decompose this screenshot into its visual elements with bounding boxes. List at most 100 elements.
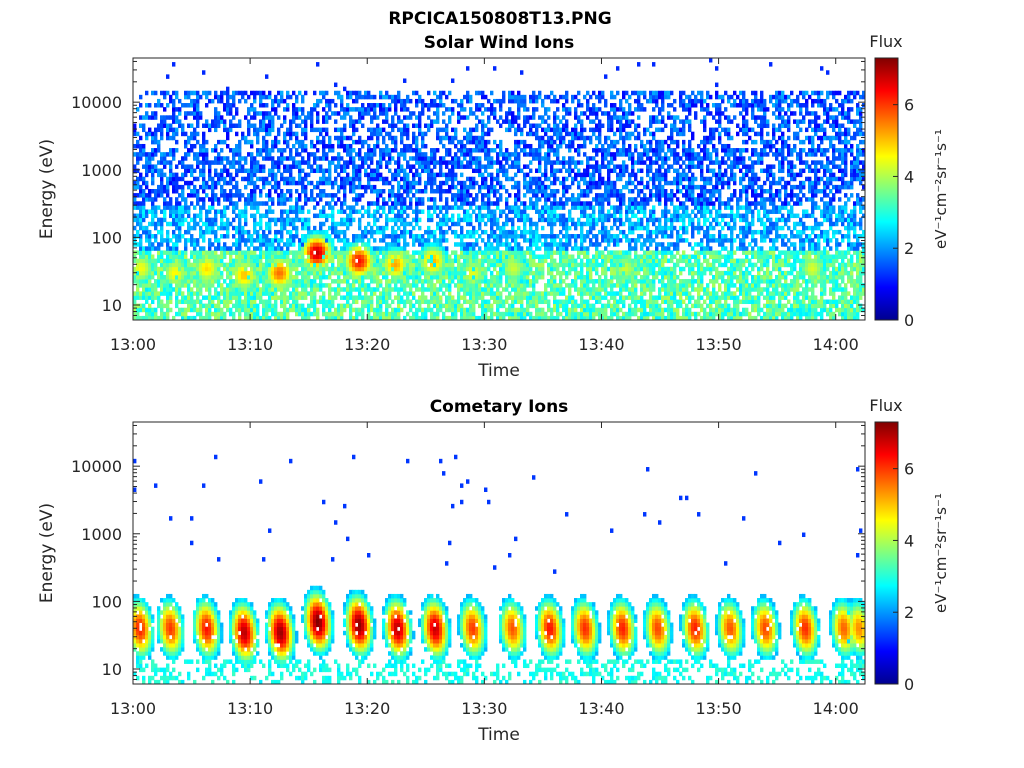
heatmap-cell [403,107,407,112]
heatmap-cell [427,238,431,243]
heatmap-cell [478,135,482,141]
heatmap-cell [511,184,515,190]
heatmap-cell [304,160,308,165]
heatmap-cell [148,103,152,108]
heatmap-cell [334,254,338,259]
heatmap-cell [352,266,356,272]
heatmap-cell [508,234,512,239]
heatmap-cell [214,213,218,219]
heatmap-cell [169,209,173,214]
heatmap-cell [331,258,335,264]
heatmap-cell [208,311,212,317]
heatmap-cell [493,229,497,235]
heatmap-cell [172,131,176,137]
heatmap-cell [340,143,344,149]
heatmap-cell [469,135,473,141]
heatmap-cell [268,266,272,272]
heatmap-cell [490,234,494,239]
heatmap-cell [292,287,296,292]
heatmap-cell [244,270,248,276]
heatmap-cell [307,209,311,214]
heatmap-cell [448,303,452,309]
heatmap-cell [331,242,335,247]
heatmap-cell [136,295,140,300]
heatmap-cell [232,103,236,108]
heatmap-cell [139,176,143,182]
heatmap-cell [166,123,170,128]
heatmap-cell [193,242,197,247]
heatmap-cell [379,189,383,194]
heatmap-cell [451,266,455,272]
heatmap-cell [367,274,371,280]
heatmap-cell [379,176,383,182]
heatmap-cell [478,287,482,292]
heatmap-cell [517,250,521,255]
heatmap-cell [496,98,500,104]
heatmap-cell [409,262,413,268]
heatmap-cell [466,311,470,317]
heatmap-cell [526,119,530,124]
heatmap-cell [430,197,434,202]
heatmap-cell [169,262,173,268]
heatmap-cell [136,270,140,276]
heatmap-cell [304,172,308,178]
heatmap-cell [235,258,239,264]
heatmap-cell [334,225,338,231]
heatmap-cell [205,90,209,96]
heatmap-cell [280,148,284,153]
heatmap-cell [421,279,425,284]
heatmap-cell [307,250,311,255]
heatmap-cell [262,176,266,182]
heatmap-cell [286,221,290,227]
heatmap-cell [160,176,164,182]
heatmap-cell [193,225,197,231]
heatmap-cell [304,258,308,264]
heatmap-cell [352,131,356,137]
heatmap-cell [355,98,359,104]
heatmap-cell [184,315,188,321]
heatmap-cell [532,299,536,305]
heatmap-cell [289,221,293,227]
heatmap-cell [337,184,341,190]
heatmap-cell [364,274,368,280]
heatmap-cell [133,295,137,300]
heatmap-cell [226,274,230,280]
heatmap-cell [289,94,293,100]
heatmap-cell [220,217,224,223]
heatmap-cell [277,279,281,284]
heatmap-cell [259,258,263,264]
heatmap-cell [391,315,395,321]
heatmap-cell [346,221,350,227]
heatmap-cell [277,197,281,202]
heatmap-cell [517,258,521,264]
heatmap-cell [478,274,482,280]
heatmap-cell [496,238,500,243]
heatmap-cell [388,135,392,141]
heatmap-cell [364,107,368,112]
heatmap-cell [262,168,266,174]
heatmap-cell [520,279,524,284]
heatmap-cell [259,123,263,128]
heatmap-cell [391,156,395,161]
heatmap-cell [172,98,176,104]
heatmap-cell [400,209,404,214]
heatmap-cell [358,246,362,251]
heatmap-cell [427,180,431,186]
heatmap-cell [463,291,467,296]
heatmap-cell [226,246,230,251]
heatmap-cell [178,307,182,313]
heatmap-cell [175,205,179,210]
heatmap-cell [247,176,251,182]
heatmap-cell [214,254,218,259]
heatmap-cell [262,242,266,247]
heatmap-cell [496,143,500,149]
heatmap-cell [226,131,230,137]
heatmap-cell [151,315,155,321]
heatmap-cell [415,238,419,243]
heatmap-cell [373,127,377,133]
heatmap-cell [148,238,152,243]
heatmap-cell [166,315,170,321]
heatmap-cell [283,180,287,186]
heatmap-cell [223,189,227,194]
heatmap-cell [310,258,314,264]
